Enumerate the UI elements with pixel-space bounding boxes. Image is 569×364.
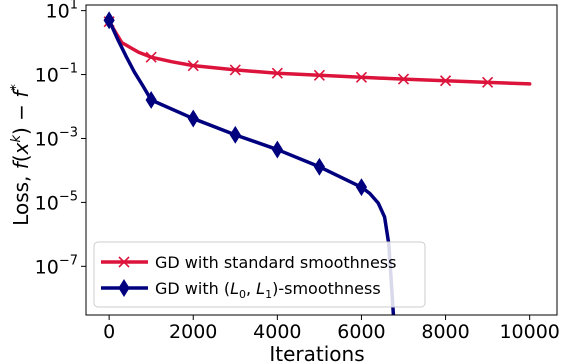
series-0-marker-7 xyxy=(397,73,410,85)
series-1-marker-2 xyxy=(187,109,199,128)
series-0-marker-9 xyxy=(482,76,494,88)
series-1-marker-3 xyxy=(229,125,241,144)
series-1-marker-5 xyxy=(313,157,325,176)
x-tick-label-5: 10000 xyxy=(499,321,559,343)
series-1-marker-0 xyxy=(103,11,115,30)
x-axis-label: Iterations xyxy=(269,342,364,364)
series-0-marker-6 xyxy=(355,71,368,83)
y-tick-label-2: 10−3 xyxy=(35,125,78,150)
y-axis-label: Loss, f(xk) − f* xyxy=(9,84,33,226)
series-0-marker-4 xyxy=(271,67,283,79)
series-0-marker-2 xyxy=(187,60,199,72)
x-tick-label-0: 0 xyxy=(103,321,115,343)
legend-box xyxy=(93,241,426,308)
series-1-marker-1 xyxy=(145,91,157,109)
legend-marker-x xyxy=(118,256,130,268)
legend-label-standard: GD with standard smoothness xyxy=(155,253,396,272)
series-0-marker-8 xyxy=(439,75,452,87)
y-tick-label-1: 10−1 xyxy=(35,62,78,87)
x-tick-label-1: 2000 xyxy=(169,321,217,343)
series-line-0 xyxy=(107,19,532,86)
series-0-marker-5 xyxy=(313,69,325,81)
series-0-marker-1 xyxy=(145,51,157,63)
x-tick-label-3: 6000 xyxy=(337,321,385,343)
series-0-marker-3 xyxy=(229,64,241,76)
axes-frame xyxy=(85,4,558,316)
axes xyxy=(85,4,558,316)
x-tick-label-4: 8000 xyxy=(421,321,469,343)
series-1-marker-6 xyxy=(355,178,368,197)
legend-label-l0l1: GD with (L0, L1)-smoothness xyxy=(155,279,381,301)
legend: GD with standard smoothness GD with (L0,… xyxy=(93,241,426,308)
y-tick-label-4: 10−7 xyxy=(35,253,78,278)
y-tick-label-3: 10−5 xyxy=(35,189,78,214)
ticks: 0 2000 4000 6000 8000 10000 101 10−1 10−3 10−5 10−… xyxy=(35,0,560,343)
plot-area xyxy=(103,11,532,315)
y-tick-label-0: 101 xyxy=(46,0,78,23)
x-tick-label-2: 4000 xyxy=(253,321,301,343)
series-1-marker-4 xyxy=(271,140,283,159)
legend-marker-diamond xyxy=(118,279,130,297)
